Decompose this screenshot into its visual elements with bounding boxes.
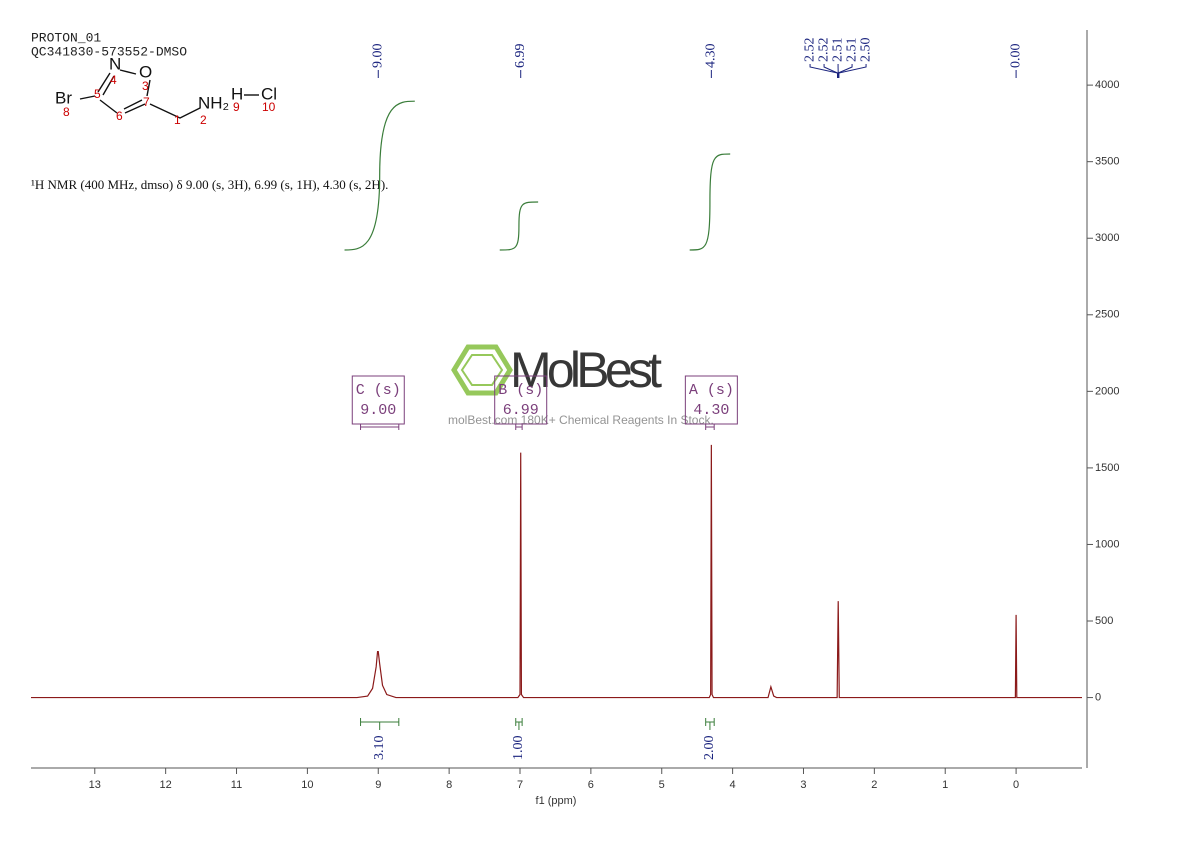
locant: 1 bbox=[174, 113, 181, 127]
integral-bracket bbox=[360, 718, 400, 730]
atom: NH₂ bbox=[198, 93, 229, 112]
multiplet-shift: 4.30 bbox=[693, 402, 729, 419]
peak-label: 6.99 bbox=[513, 44, 528, 69]
watermark-tagline: molBest.com 180K+ Chemical Reagents In S… bbox=[448, 413, 714, 427]
peak-label: 0.00 bbox=[1008, 43, 1023, 68]
integral-curve bbox=[344, 100, 415, 251]
multiplet-name: A (s) bbox=[689, 382, 734, 399]
peak-label-leader bbox=[837, 64, 853, 78]
atom: Cl bbox=[261, 84, 277, 103]
y-tick-label: 3500 bbox=[1095, 156, 1119, 168]
atom: H bbox=[231, 84, 243, 103]
x-tick-label: 12 bbox=[160, 779, 172, 791]
x-tick-label: 2 bbox=[871, 779, 877, 791]
integral-curve bbox=[499, 201, 539, 251]
locant: 7 bbox=[143, 95, 150, 109]
header-line: QC341830-573552-DMSO bbox=[31, 44, 187, 59]
x-tick-label: 8 bbox=[446, 779, 452, 791]
x-axis-label: f1 (ppm) bbox=[536, 795, 577, 807]
x-tick-label: 1 bbox=[942, 779, 948, 791]
peak-label-leader bbox=[838, 64, 867, 78]
header-line: PROTON_01 bbox=[31, 30, 101, 45]
y-tick-label: 2000 bbox=[1095, 385, 1119, 397]
integral-bracket bbox=[705, 718, 715, 730]
integral-label: 1.00 bbox=[511, 736, 526, 761]
multiplet-name: B (s) bbox=[498, 382, 543, 399]
integral-label: 2.00 bbox=[702, 736, 717, 761]
integral-label: 3.10 bbox=[372, 736, 387, 761]
locant: 10 bbox=[262, 100, 276, 114]
atom: Br bbox=[55, 88, 72, 107]
locant: 9 bbox=[233, 100, 240, 114]
y-tick-label: 3000 bbox=[1095, 232, 1119, 244]
peak-label: 2.52 bbox=[802, 38, 817, 63]
x-tick-label: 6 bbox=[588, 779, 594, 791]
peak-label: 2.51 bbox=[844, 38, 859, 63]
x-tick-label: 10 bbox=[301, 779, 313, 791]
watermark: MolBest molBest.com 180K+ Chemical Reage… bbox=[448, 342, 714, 427]
x-tick-label: 4 bbox=[730, 779, 736, 791]
x-tick-label: 0 bbox=[1013, 779, 1019, 791]
multiplet-box bbox=[351, 375, 405, 425]
x-tick-label: 7 bbox=[517, 779, 523, 791]
locant: 8 bbox=[63, 105, 70, 119]
multiplet-name: C (s) bbox=[356, 382, 401, 399]
y-tick-label: 4000 bbox=[1095, 79, 1119, 91]
range-bracket bbox=[360, 424, 400, 430]
peak-label: 9.00 bbox=[370, 44, 385, 69]
x-tick-label: 11 bbox=[231, 779, 242, 791]
y-tick-label: 0 bbox=[1095, 691, 1101, 703]
x-tick-label: 13 bbox=[89, 779, 101, 791]
integral-bracket bbox=[515, 718, 523, 730]
peak-label: 2.51 bbox=[830, 38, 845, 63]
multiplet-shift: 6.99 bbox=[503, 402, 539, 419]
peak-label: 2.52 bbox=[816, 38, 831, 63]
range-bracket bbox=[515, 424, 523, 430]
multiplet-shift: 9.00 bbox=[360, 402, 396, 419]
range-bracket bbox=[705, 424, 715, 430]
y-tick-label: 2500 bbox=[1095, 309, 1119, 321]
x-tick-label: 9 bbox=[375, 779, 381, 791]
peak-label-leader bbox=[823, 64, 838, 78]
multiplet-box bbox=[684, 375, 738, 425]
multiplet-box bbox=[494, 375, 548, 425]
atom: N bbox=[109, 54, 121, 73]
y-tick-label: 1500 bbox=[1095, 462, 1119, 474]
atom: O bbox=[139, 62, 152, 81]
locant: 3 bbox=[142, 79, 149, 93]
y-tick-label: 500 bbox=[1095, 615, 1113, 627]
x-tick-label: 5 bbox=[659, 779, 665, 791]
watermark-brand: MolBest bbox=[510, 342, 662, 398]
integral-curve bbox=[689, 153, 731, 251]
peak-label: 4.30 bbox=[704, 44, 719, 69]
peak-label: 2.50 bbox=[858, 38, 873, 63]
y-tick-label: 1000 bbox=[1095, 538, 1119, 550]
nmr-text: ¹H NMR (400 MHz, dmso) δ 9.00 (s, 3H), 6… bbox=[31, 177, 388, 192]
locant: 6 bbox=[116, 109, 123, 123]
x-tick-label: 3 bbox=[800, 779, 806, 791]
locant: 4 bbox=[110, 73, 117, 87]
spectrum-line bbox=[31, 444, 1082, 699]
locant: 2 bbox=[200, 113, 207, 127]
molecule: Br N O NH₂ H Cl 4 3 5 7 6 1 2 9 10 8 bbox=[55, 54, 277, 127]
locant: 5 bbox=[94, 87, 101, 101]
